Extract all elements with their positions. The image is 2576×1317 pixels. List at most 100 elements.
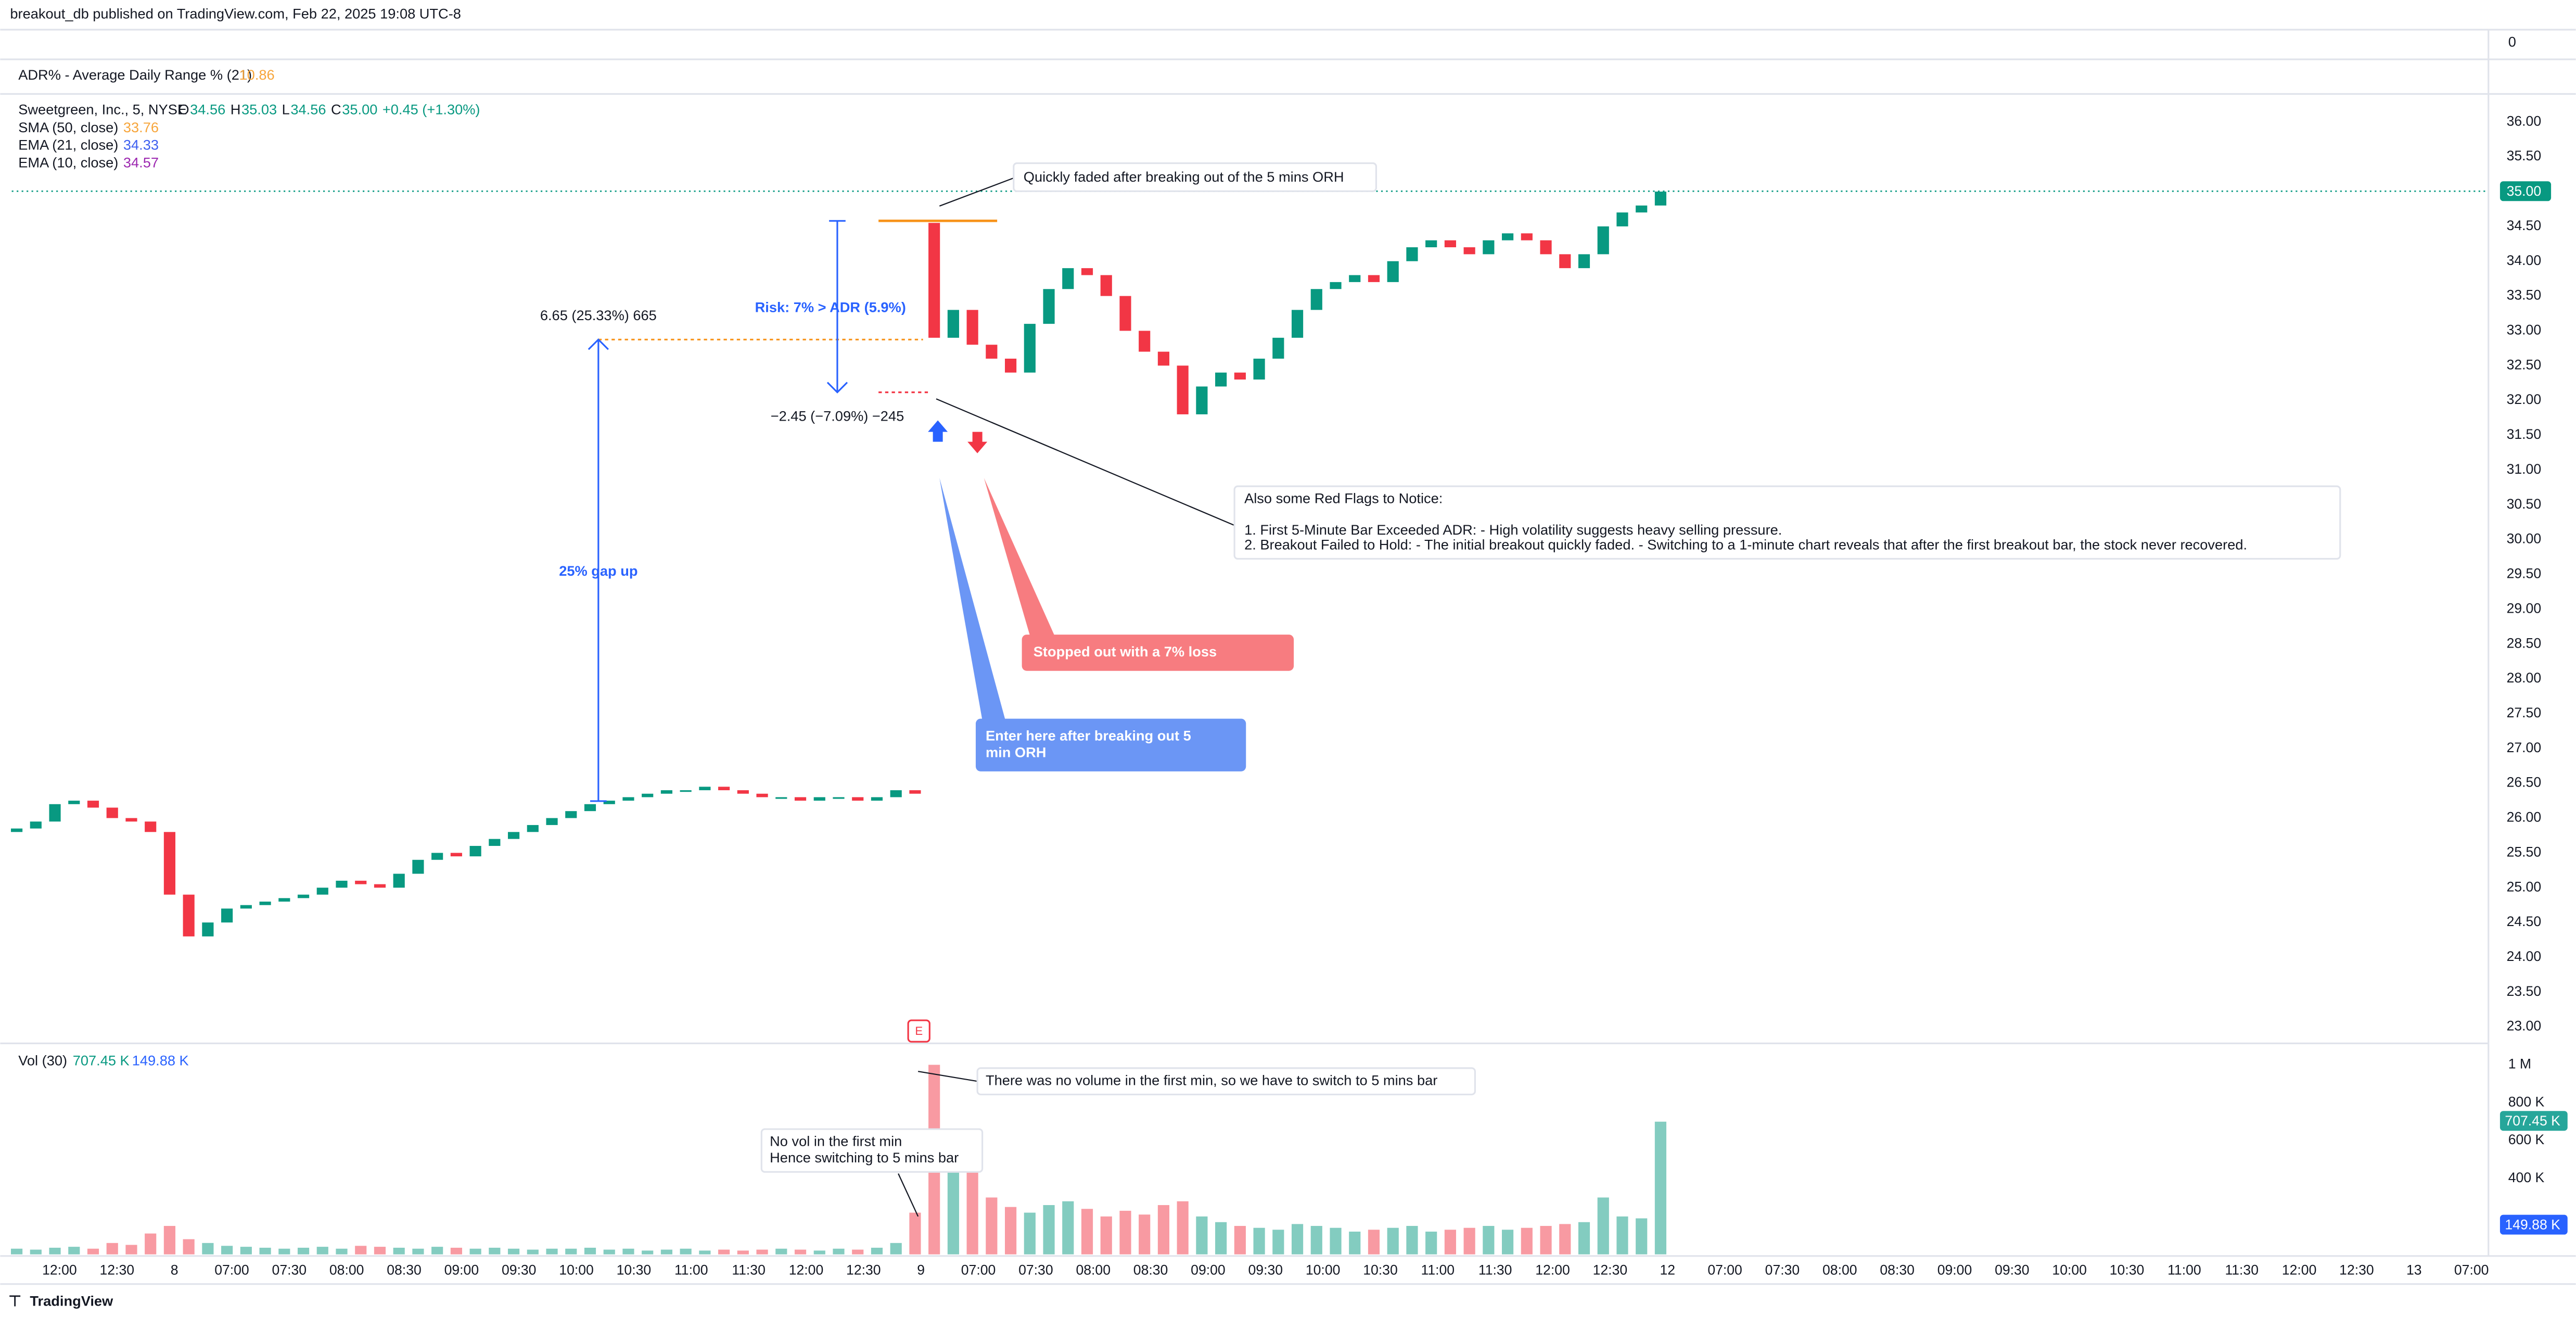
callout-box [1013,162,1377,192]
candle [1540,240,1552,255]
time-tick-label: 12:00 [42,1262,77,1277]
volume-badge [2500,1111,2568,1131]
connector [939,177,1014,207]
volume-bar [355,1246,367,1255]
candle [546,818,558,825]
candle [1521,233,1533,240]
time-tick-label: 11:00 [1421,1262,1455,1277]
volume-bar [450,1247,462,1255]
time-tick-label: 10:30 [1363,1262,1398,1277]
time-tick-label: 08:30 [1133,1262,1168,1277]
candle [909,790,921,794]
price-tick-label: 27.00 [2507,740,2542,755]
price-tick-label: 24.50 [2507,914,2542,929]
candle [1444,240,1456,248]
volume-bar [1559,1224,1571,1255]
volume-ma-badge-label: 149.88 K [2505,1217,2560,1232]
time-tick-label: 11:00 [2167,1262,2201,1277]
volume-bar [10,1248,23,1255]
candle [852,797,864,801]
volume-bar [49,1247,61,1255]
ma-label: EMA (21, close) [18,137,118,153]
time-tick-label: 12:30 [99,1262,134,1277]
price-tick-label: 32.50 [2507,357,2542,372]
time-tick-label: 8 [171,1262,178,1277]
volume-bar [1406,1226,1418,1255]
sell-arrow [967,432,988,453]
time-tick-label: 9 [917,1262,925,1277]
candle [163,832,176,895]
candle [1387,261,1399,282]
time-tick-label: 11:30 [1478,1262,1512,1277]
time-tick-label: 12 [1660,1262,1675,1277]
connector [917,1071,978,1082]
candle [642,793,654,797]
volume-bar [297,1247,310,1255]
candle [259,902,271,905]
candle [527,825,539,832]
candle [1215,372,1227,387]
candle [1330,282,1342,289]
candle [1368,275,1380,282]
volume-tick-label: 400 K [2508,1170,2545,1185]
volume-bar [1349,1231,1361,1255]
volume-bar [469,1248,481,1255]
volume-bar [1425,1231,1437,1255]
callout-text: Quickly faded after breaking out of the … [1024,169,1344,185]
risk-label: Risk: 7% > ADR (5.9%) [755,299,906,315]
candle [1559,254,1571,269]
volume-badge-label: 707.45 K [2505,1113,2560,1129]
candle [507,832,520,839]
time-tick-label: 08:00 [1822,1262,1857,1277]
candle [1272,337,1284,359]
volume-bar [852,1249,864,1255]
volume-bar [412,1248,424,1255]
candle [890,790,902,797]
time-tick-label: 11:30 [732,1262,766,1277]
time-tick-label: 11:30 [2225,1262,2259,1277]
volume-bar [1540,1226,1552,1255]
gap-arrow-head [588,338,609,350]
price-tick-label: 29.00 [2507,600,2542,616]
time-tick-label: 09:30 [502,1262,537,1277]
volume-bar [1100,1216,1112,1255]
earnings-marker [907,1019,930,1043]
volume-bar [1253,1227,1265,1255]
callout-box [976,1067,1476,1096]
candle [699,787,711,791]
change: +0.45 (+1.30%) [382,101,480,117]
volume-bar [30,1249,42,1255]
time-tick-label: 12:30 [1593,1262,1628,1277]
last-price-badge [2500,181,2552,201]
volume-bar [145,1233,157,1255]
volume-bar [1024,1212,1036,1255]
ohlc-key: C [331,101,341,117]
time-tick-label: 10:00 [1306,1262,1341,1277]
time-tick-label: 12:00 [2282,1262,2317,1277]
price-tick-label: 28.00 [2507,670,2542,686]
note-line: Also some Red Flags to Notice: [1244,490,1443,506]
candle [966,310,978,345]
candle [450,853,462,857]
volume-bar [489,1247,501,1255]
candle [737,790,749,794]
candle [833,797,845,799]
footer-brand: TradingView [30,1293,113,1309]
candle [1043,289,1055,324]
plot [10,192,1667,1255]
risk-arrow-head [826,382,848,394]
callout-tail [984,478,1055,637]
measure-label: −2.45 (−7.09%) −245 [771,408,904,424]
volume-bar [1215,1222,1227,1255]
time-tick-label: 07:00 [961,1262,996,1277]
candle [1177,365,1189,414]
candle [240,905,252,909]
candle [316,888,328,895]
callout-text: min ORH [986,744,1046,760]
candle [871,797,883,801]
time-tick-label: 09:00 [444,1262,479,1277]
measure-label: 6.65 (25.33%) 665 [540,307,657,323]
price-tick-label: 32.00 [2507,391,2542,407]
